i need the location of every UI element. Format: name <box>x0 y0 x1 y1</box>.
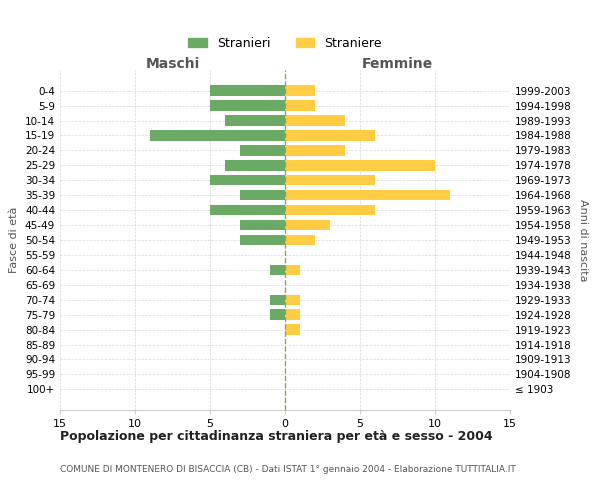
Bar <box>210 205 285 216</box>
Bar <box>285 190 450 200</box>
Bar <box>240 235 285 245</box>
Bar <box>285 160 435 170</box>
Bar <box>150 130 285 140</box>
Bar <box>285 294 300 305</box>
Text: COMUNE DI MONTENERO DI BISACCIA (CB) - Dati ISTAT 1° gennaio 2004 - Elaborazione: COMUNE DI MONTENERO DI BISACCIA (CB) - D… <box>60 465 516 474</box>
Y-axis label: Anni di nascita: Anni di nascita <box>578 198 588 281</box>
Bar <box>285 116 345 126</box>
Legend: Stranieri, Straniere: Stranieri, Straniere <box>183 32 387 55</box>
Bar <box>270 294 285 305</box>
Bar <box>240 190 285 200</box>
Bar <box>285 264 300 275</box>
Text: Maschi: Maschi <box>145 58 200 71</box>
Bar <box>285 145 345 156</box>
Bar <box>240 145 285 156</box>
Text: Popolazione per cittadinanza straniera per età e sesso - 2004: Popolazione per cittadinanza straniera p… <box>60 430 493 443</box>
Bar <box>285 310 300 320</box>
Bar <box>210 86 285 96</box>
Bar <box>285 220 330 230</box>
Bar <box>270 264 285 275</box>
Bar <box>285 205 375 216</box>
Bar <box>240 220 285 230</box>
Bar <box>225 160 285 170</box>
Text: Femmine: Femmine <box>362 58 433 71</box>
Bar <box>225 116 285 126</box>
Bar <box>285 86 315 96</box>
Bar <box>210 175 285 186</box>
Bar <box>285 235 315 245</box>
Bar <box>285 324 300 335</box>
Bar <box>285 130 375 140</box>
Bar <box>285 100 315 111</box>
Bar <box>210 100 285 111</box>
Bar <box>270 310 285 320</box>
Bar <box>285 175 375 186</box>
Y-axis label: Fasce di età: Fasce di età <box>10 207 19 273</box>
